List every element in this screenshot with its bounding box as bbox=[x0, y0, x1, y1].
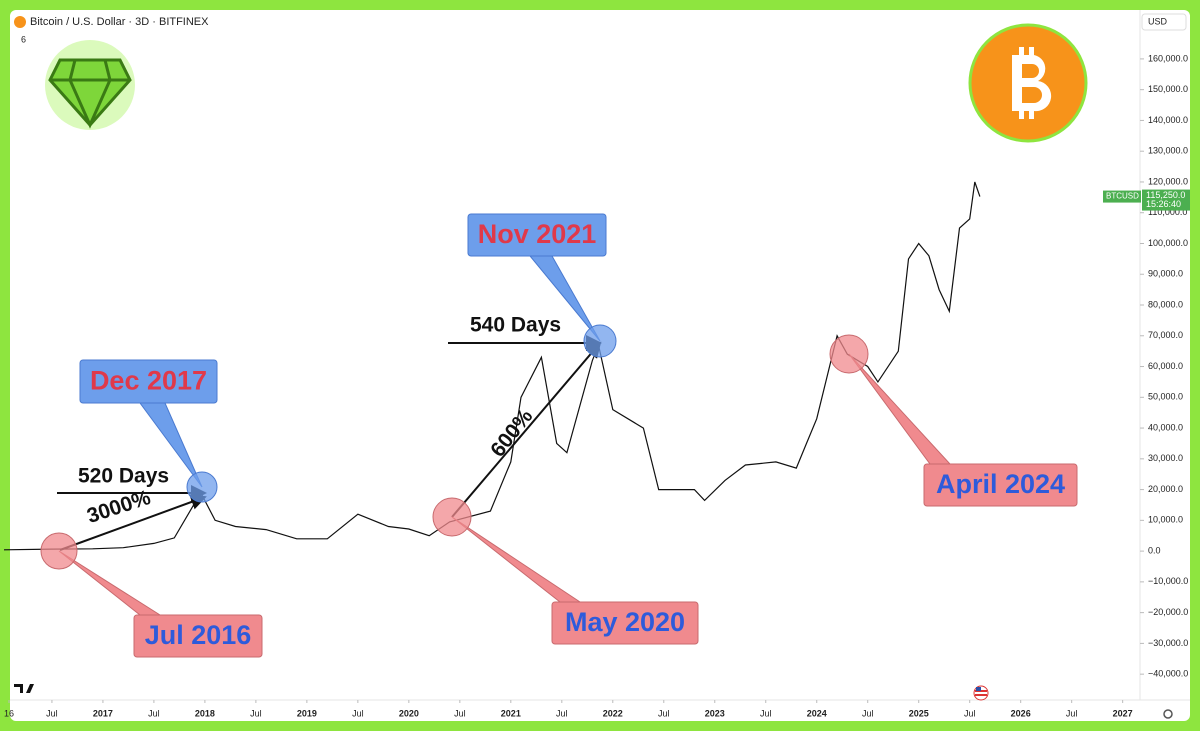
last-price-bg bbox=[1142, 189, 1190, 211]
y-tick-label: −30,000.0 bbox=[1148, 638, 1188, 648]
duration-label: 540 Days bbox=[470, 314, 561, 337]
chart-title: Bitcoin / U.S. Dollar · 3D · BITFINEX bbox=[30, 16, 209, 28]
arrow bbox=[451, 341, 602, 518]
y-tick-label: −10,000.0 bbox=[1148, 576, 1188, 586]
x-tick-label: 2027 bbox=[1113, 708, 1133, 718]
y-tick-label: 70,000.0 bbox=[1148, 330, 1183, 340]
date-marker bbox=[40, 532, 78, 570]
symbol-icon bbox=[14, 16, 26, 28]
x-tick-label: Jul bbox=[46, 708, 58, 718]
x-tick-label: 2017 bbox=[93, 708, 113, 718]
date-marker bbox=[432, 497, 472, 537]
x-tick-label: Jul bbox=[760, 708, 772, 718]
bitcoin-logo bbox=[968, 23, 1088, 143]
callout-box bbox=[467, 213, 607, 257]
y-tick-label: 150,000.0 bbox=[1148, 84, 1188, 94]
countdown: 15:26:40 bbox=[1146, 199, 1181, 209]
price-line bbox=[3, 181, 981, 551]
x-tick-label: 2024 bbox=[807, 708, 827, 718]
gem-logo bbox=[45, 40, 135, 130]
callout-text: April 2024 bbox=[936, 469, 1065, 499]
y-tick-label: 120,000.0 bbox=[1148, 176, 1188, 186]
x-tick-label: 2019 bbox=[297, 708, 317, 718]
callout-box bbox=[551, 601, 699, 645]
y-tick-label: 40,000.0 bbox=[1148, 422, 1183, 432]
indicator-count[interactable]: 6 bbox=[21, 34, 26, 44]
x-tick-label: 2023 bbox=[705, 708, 725, 718]
x-tick-label: Jul bbox=[658, 708, 670, 718]
callout-text: Nov 2021 bbox=[478, 219, 597, 249]
x-tick-label: Jul bbox=[148, 708, 160, 718]
x-tick-label: Jul bbox=[862, 708, 874, 718]
y-tick-label: 80,000.0 bbox=[1148, 299, 1183, 309]
callout-text: May 2020 bbox=[565, 607, 685, 637]
callout-text: Jul 2016 bbox=[145, 620, 252, 650]
y-tick-label: 130,000.0 bbox=[1148, 146, 1188, 156]
y-tick-label: 0.0 bbox=[1148, 545, 1161, 555]
callout-text: Dec 2017 bbox=[90, 366, 207, 396]
currency: USD bbox=[1148, 16, 1168, 26]
date-marker bbox=[829, 334, 869, 374]
currency-button[interactable] bbox=[1141, 13, 1187, 31]
series-label: BTCUSD bbox=[1106, 192, 1139, 201]
x-tick-label: 2018 bbox=[195, 708, 215, 718]
y-tick-label: 60,000.0 bbox=[1148, 361, 1183, 371]
y-tick-label: −20,000.0 bbox=[1148, 607, 1188, 617]
x-tick-label: Jul bbox=[1066, 708, 1078, 718]
y-tick-label: 30,000.0 bbox=[1148, 453, 1183, 463]
duration-label: 520 Days bbox=[78, 465, 169, 488]
x-tick-label: Jul bbox=[250, 708, 262, 718]
callout-box bbox=[79, 359, 218, 404]
x-tick-label: 2026 bbox=[1011, 708, 1031, 718]
callout-box bbox=[923, 463, 1078, 507]
tradingview-logo bbox=[14, 684, 34, 693]
date-marker bbox=[186, 471, 218, 503]
y-tick-label: 140,000.0 bbox=[1148, 115, 1188, 125]
x-tick-label: 2025 bbox=[909, 708, 929, 718]
series-label-bg bbox=[1103, 190, 1141, 203]
y-tick-label: 10,000.0 bbox=[1148, 515, 1183, 525]
x-tick-label: Jul bbox=[454, 708, 466, 718]
y-tick-label: 50,000.0 bbox=[1148, 392, 1183, 402]
x-tick-label: Jul bbox=[964, 708, 976, 718]
y-tick-label: 20,000.0 bbox=[1148, 484, 1183, 494]
y-tick-label: 160,000.0 bbox=[1148, 53, 1188, 63]
settings-icon[interactable] bbox=[1163, 709, 1173, 719]
x-tick-label: 2022 bbox=[603, 708, 623, 718]
arrow bbox=[59, 494, 207, 551]
date-marker bbox=[583, 324, 617, 358]
x-tick-label: Jul bbox=[352, 708, 364, 718]
x-tick-label: Jul bbox=[556, 708, 568, 718]
chart-panel bbox=[10, 10, 1190, 721]
y-tick-label: 110,000.0 bbox=[1148, 207, 1187, 217]
flag-icon bbox=[973, 685, 989, 701]
y-tick-label: 100,000.0 bbox=[1148, 238, 1188, 248]
x-tick-label: 2021 bbox=[501, 708, 521, 718]
y-tick-label: −40,000.0 bbox=[1148, 669, 1188, 679]
last-price: 115,250.0 bbox=[1146, 190, 1185, 200]
callout-box bbox=[133, 614, 263, 658]
x-tick-label: 16 bbox=[4, 708, 14, 718]
y-tick-label: 90,000.0 bbox=[1148, 269, 1183, 279]
x-tick-label: 2020 bbox=[399, 708, 419, 718]
